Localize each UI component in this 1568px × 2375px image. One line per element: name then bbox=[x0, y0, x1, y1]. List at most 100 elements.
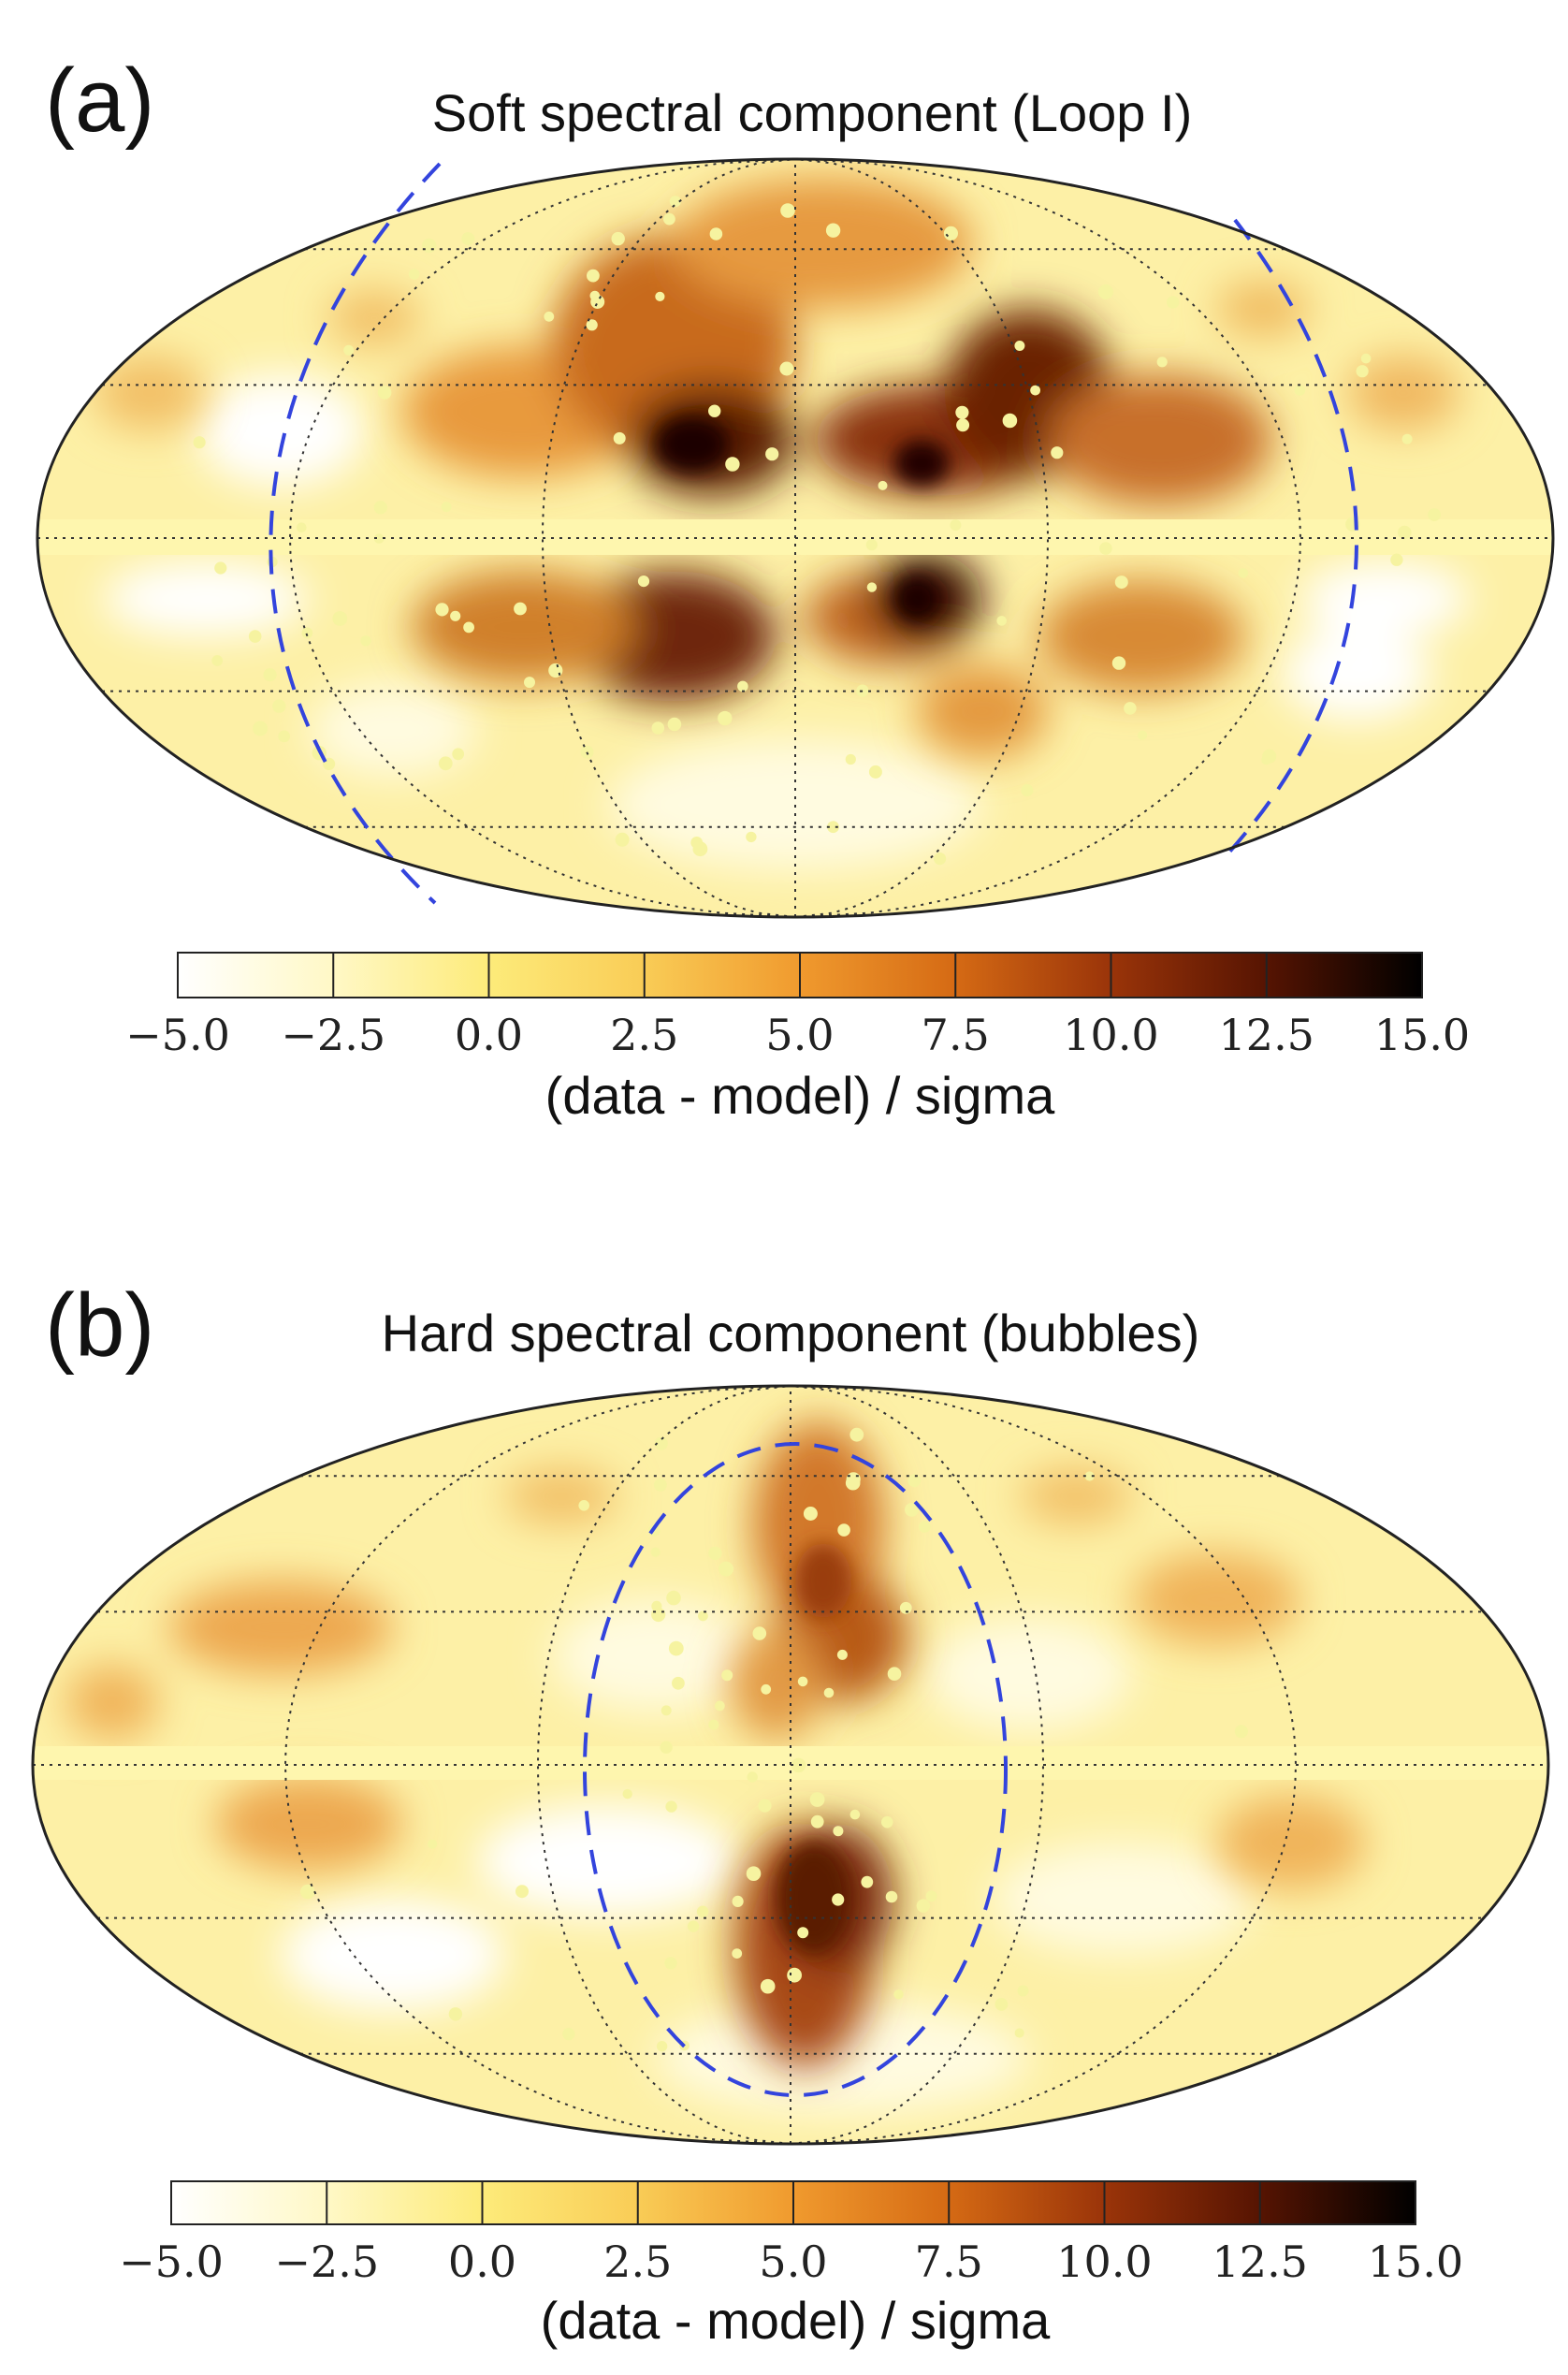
point-source-dot bbox=[996, 616, 1007, 626]
point-source-dot bbox=[709, 227, 723, 240]
point-source-dot bbox=[1014, 2028, 1024, 2038]
point-source-dot bbox=[907, 1474, 922, 1488]
point-source-dot bbox=[916, 1899, 931, 1913]
point-source-dot bbox=[377, 386, 392, 400]
point-source-dot bbox=[578, 1500, 589, 1511]
colorbar-tick-label: 10.0 bbox=[1056, 2237, 1152, 2287]
sky-map-b bbox=[31, 1384, 1550, 2146]
point-source-dot bbox=[809, 1792, 825, 1807]
point-source-dot bbox=[665, 1800, 677, 1813]
point-source-dot bbox=[1124, 702, 1137, 715]
point-source-dot bbox=[1238, 568, 1249, 578]
point-source-dot bbox=[1017, 1985, 1029, 1997]
colorbar-label-a: (data - model) / sigma bbox=[545, 1066, 1055, 1125]
point-source-dot bbox=[780, 203, 795, 218]
point-source-dot bbox=[746, 831, 757, 843]
point-source-dot bbox=[887, 1667, 902, 1681]
point-source-dot bbox=[514, 602, 527, 616]
graticule-b bbox=[33, 1385, 1548, 2145]
point-source-dot bbox=[650, 1547, 661, 1557]
point-source-dot bbox=[698, 1610, 708, 1622]
point-source-dot bbox=[725, 457, 740, 472]
point-source-dot bbox=[1390, 553, 1403, 566]
colorbar-tick-label: −5.0 bbox=[125, 1010, 230, 1060]
point-source-dot bbox=[849, 1809, 861, 1820]
point-source-dot bbox=[866, 582, 878, 592]
point-source-dot bbox=[667, 717, 682, 732]
point-source-dot bbox=[1030, 385, 1040, 396]
colorbar-label-b: (data - model) / sigma bbox=[541, 2291, 1051, 2350]
point-source-dot bbox=[448, 2007, 463, 2021]
chart-a: (a) Soft spectral component (Loop I) bbox=[36, 51, 1555, 1125]
point-source-dot bbox=[297, 522, 307, 532]
point-source-dot bbox=[1099, 542, 1112, 555]
point-source-dot bbox=[611, 231, 625, 246]
point-source-dot bbox=[837, 1523, 850, 1537]
point-source-dot bbox=[752, 1626, 767, 1640]
point-source-dot bbox=[885, 1890, 898, 1903]
point-source-dot bbox=[300, 1884, 315, 1900]
chart-title-b: Hard spectral component (bubbles) bbox=[382, 1304, 1200, 1362]
point-source-dot bbox=[408, 269, 420, 280]
point-source-dot bbox=[1114, 576, 1128, 590]
point-source-dot bbox=[655, 291, 665, 301]
point-source-dot bbox=[435, 603, 449, 617]
point-source-dot bbox=[737, 680, 748, 692]
point-source-dot bbox=[672, 1676, 685, 1690]
point-source-dot bbox=[613, 431, 626, 444]
point-source-dot bbox=[428, 1839, 438, 1849]
point-source-dot bbox=[656, 2041, 668, 2052]
colorbar-tick-label: 0.0 bbox=[448, 2237, 516, 2287]
colorbar-tick-label: 12.5 bbox=[1219, 1010, 1314, 1060]
bubbles-outline-b bbox=[583, 1442, 1008, 2097]
colorbar-tick-label: 12.5 bbox=[1212, 2237, 1308, 2287]
sky-border-a bbox=[36, 157, 1555, 919]
sky-border-b bbox=[31, 1384, 1550, 2146]
meridian-line bbox=[541, 158, 796, 918]
cores-a bbox=[655, 416, 950, 622]
panel-label-b: (b) bbox=[45, 1275, 154, 1376]
point-source-dot bbox=[248, 630, 262, 643]
point-source-dot bbox=[548, 663, 563, 678]
outline-arc-right bbox=[1224, 218, 1358, 858]
point-source-dot bbox=[718, 710, 733, 726]
point-source-dot bbox=[732, 1895, 744, 1907]
outline-arc-left bbox=[269, 162, 442, 905]
point-source-dot bbox=[779, 361, 794, 376]
meridian-line bbox=[536, 1385, 791, 2145]
point-source-dot bbox=[1111, 656, 1126, 670]
point-sources-a bbox=[193, 196, 1441, 866]
colorbar-tick-label: 7.5 bbox=[922, 1010, 990, 1060]
colorbar-tick-label: −2.5 bbox=[281, 1010, 385, 1060]
point-source-dot bbox=[787, 1967, 802, 1983]
colorbar-tick-label: 0.0 bbox=[455, 1010, 523, 1060]
point-source-dot bbox=[1002, 413, 1018, 429]
colorbar-ticks-b: −5.0 −2.5 0.0 2.5 5.0 7.5 10.0 12.5 15.0 bbox=[119, 2181, 1463, 2287]
point-source-dot bbox=[758, 1799, 772, 1813]
point-source-dot bbox=[803, 1507, 818, 1521]
point-source-dot bbox=[893, 1989, 904, 2000]
point-source-dot bbox=[622, 1788, 632, 1799]
emission-regions-a bbox=[94, 178, 1459, 758]
point-source-dot bbox=[654, 1436, 668, 1450]
meridian-line bbox=[794, 158, 1050, 918]
point-source-dot bbox=[438, 756, 453, 771]
point-source-dot bbox=[263, 668, 277, 682]
point-source-dot bbox=[1097, 284, 1113, 299]
point-source-dot bbox=[708, 1546, 722, 1561]
point-source-dot bbox=[760, 1978, 776, 1994]
point-source-dot bbox=[373, 501, 387, 515]
point-source-dot bbox=[868, 765, 882, 779]
chart-b: (b) Hard spectral component (bubbles) bbox=[31, 1275, 1550, 2350]
point-source-dot bbox=[918, 1521, 931, 1533]
point-source-dot bbox=[810, 1814, 824, 1829]
point-source-dot bbox=[823, 1687, 835, 1698]
point-source-dot bbox=[422, 238, 437, 254]
point-source-dot bbox=[544, 311, 555, 322]
point-source-dot bbox=[797, 1676, 808, 1687]
point-source-dot bbox=[925, 1890, 937, 1902]
point-source-dot bbox=[849, 1427, 864, 1442]
point-source-dot bbox=[950, 519, 962, 532]
point-source-dot bbox=[1014, 341, 1025, 351]
colorbar-tick-label: −2.5 bbox=[274, 2237, 379, 2287]
